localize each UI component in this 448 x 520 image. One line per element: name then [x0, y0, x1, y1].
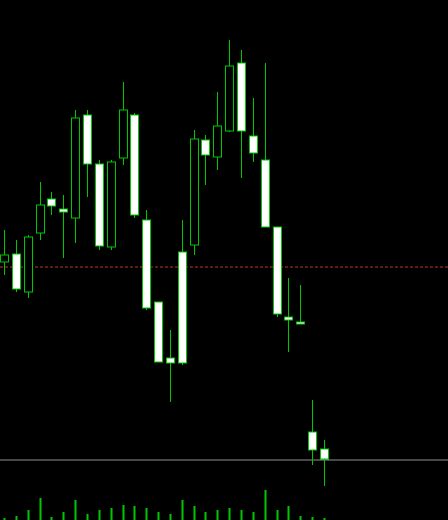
- candle-body: [59, 208, 68, 213]
- candle-body: [142, 219, 151, 309]
- candle-body: [225, 65, 234, 132]
- candle-body: [237, 62, 246, 132]
- candle-body: [201, 139, 210, 156]
- candle-body: [71, 117, 80, 219]
- candle-body: [36, 204, 45, 234]
- candle-body: [154, 301, 163, 363]
- candle-body: [308, 431, 317, 451]
- candle-body: [12, 253, 21, 290]
- candle-body: [261, 159, 270, 228]
- candle-body: [296, 321, 305, 325]
- candle-body: [284, 316, 293, 321]
- candle-body: [24, 236, 33, 293]
- candle-body: [320, 448, 329, 460]
- candle-body: [95, 163, 104, 247]
- candle-body: [190, 138, 199, 246]
- candle-body: [273, 226, 282, 315]
- candle-body: [130, 114, 139, 216]
- candle-body: [178, 251, 187, 364]
- candle-body: [213, 125, 222, 158]
- candle-body: [107, 161, 116, 248]
- candle-body: [0, 254, 9, 263]
- candle-body: [119, 109, 128, 159]
- candle-body: [83, 114, 92, 165]
- candle-body: [166, 357, 175, 364]
- candle-body: [47, 198, 56, 207]
- candle-body: [249, 135, 258, 154]
